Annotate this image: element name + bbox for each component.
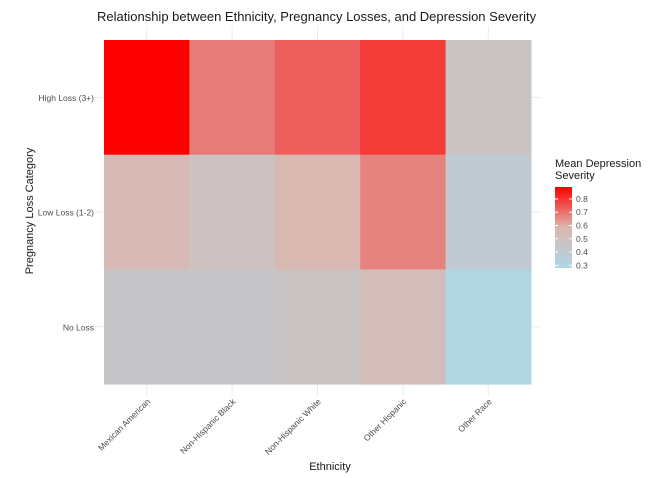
x-tick-label: Other Hispanic (361, 396, 408, 443)
legend-tick-label: 0.3 (576, 260, 588, 270)
y-axis-label: Pregnancy Loss Category (24, 147, 36, 275)
heatmap-cell-non-hispanic-white-no-loss (274, 269, 361, 385)
legend-tick-label: 0.8 (576, 194, 588, 204)
x-tick-label: Non-Hispanic White (263, 396, 323, 456)
heatmap-cell-non-hispanic-black-no-loss (189, 269, 276, 385)
heatmap-cell-non-hispanic-white-high-loss-3 (274, 40, 361, 156)
heatmap-cell-other-race-no-loss (445, 269, 532, 385)
heatmap-cells (104, 40, 532, 385)
heatmap-cell-mexican-american-high-loss-3 (104, 40, 190, 156)
legend-tick-label: 0.7 (576, 207, 588, 217)
legend-title: Mean Depression Severity (555, 158, 641, 182)
y-tick-label: Low Loss (1-2) (38, 208, 94, 218)
x-tick-labels: Mexican American Non-Hispanic Black Non-Hi… (96, 396, 494, 457)
heatmap-cell-mexican-american-low-loss-1-2 (104, 154, 190, 270)
heatmap-cell-non-hispanic-white-low-loss-1-2 (274, 154, 361, 270)
heatmap-cell-other-hispanic-no-loss (360, 269, 447, 385)
x-axis-label: Ethnicity (309, 461, 351, 473)
x-tick-label: Other Race (456, 396, 494, 434)
x-tick-label: Mexican American (96, 396, 152, 452)
y-tick-label: High Loss (3+) (38, 93, 94, 103)
legend-title-line1: Mean Depression (555, 158, 642, 170)
heatmap-cell-other-race-low-loss-1-2 (445, 154, 532, 270)
legend-title-line2: Severity (555, 170, 595, 182)
heatmap-cell-other-hispanic-low-loss-1-2 (360, 154, 447, 270)
heatmap-cell-non-hispanic-black-low-loss-1-2 (189, 154, 276, 270)
heatmap-cell-other-race-high-loss-3 (445, 40, 532, 156)
legend-tick-label: 0.4 (576, 247, 588, 257)
y-tick-label: No Loss (63, 322, 94, 332)
heatmap-cell-other-hispanic-high-loss-3 (360, 40, 447, 156)
color-legend: 0.3 0.4 0.5 0.6 0.7 0.8 (555, 187, 588, 270)
heatmap-cell-mexican-american-no-loss (104, 269, 190, 385)
legend-colorbar (555, 187, 572, 268)
legend-tick-label: 0.5 (576, 234, 588, 244)
legend-tick-label: 0.6 (576, 221, 588, 231)
chart-title: Relationship between Ethnicity, Pregnanc… (97, 9, 537, 24)
heatmap-cell-non-hispanic-black-high-loss-3 (189, 40, 276, 156)
x-tick-label: Non-Hispanic Black (178, 396, 238, 456)
y-tick-labels: High Loss (3+) Low Loss (1-2) No Loss (38, 93, 94, 332)
